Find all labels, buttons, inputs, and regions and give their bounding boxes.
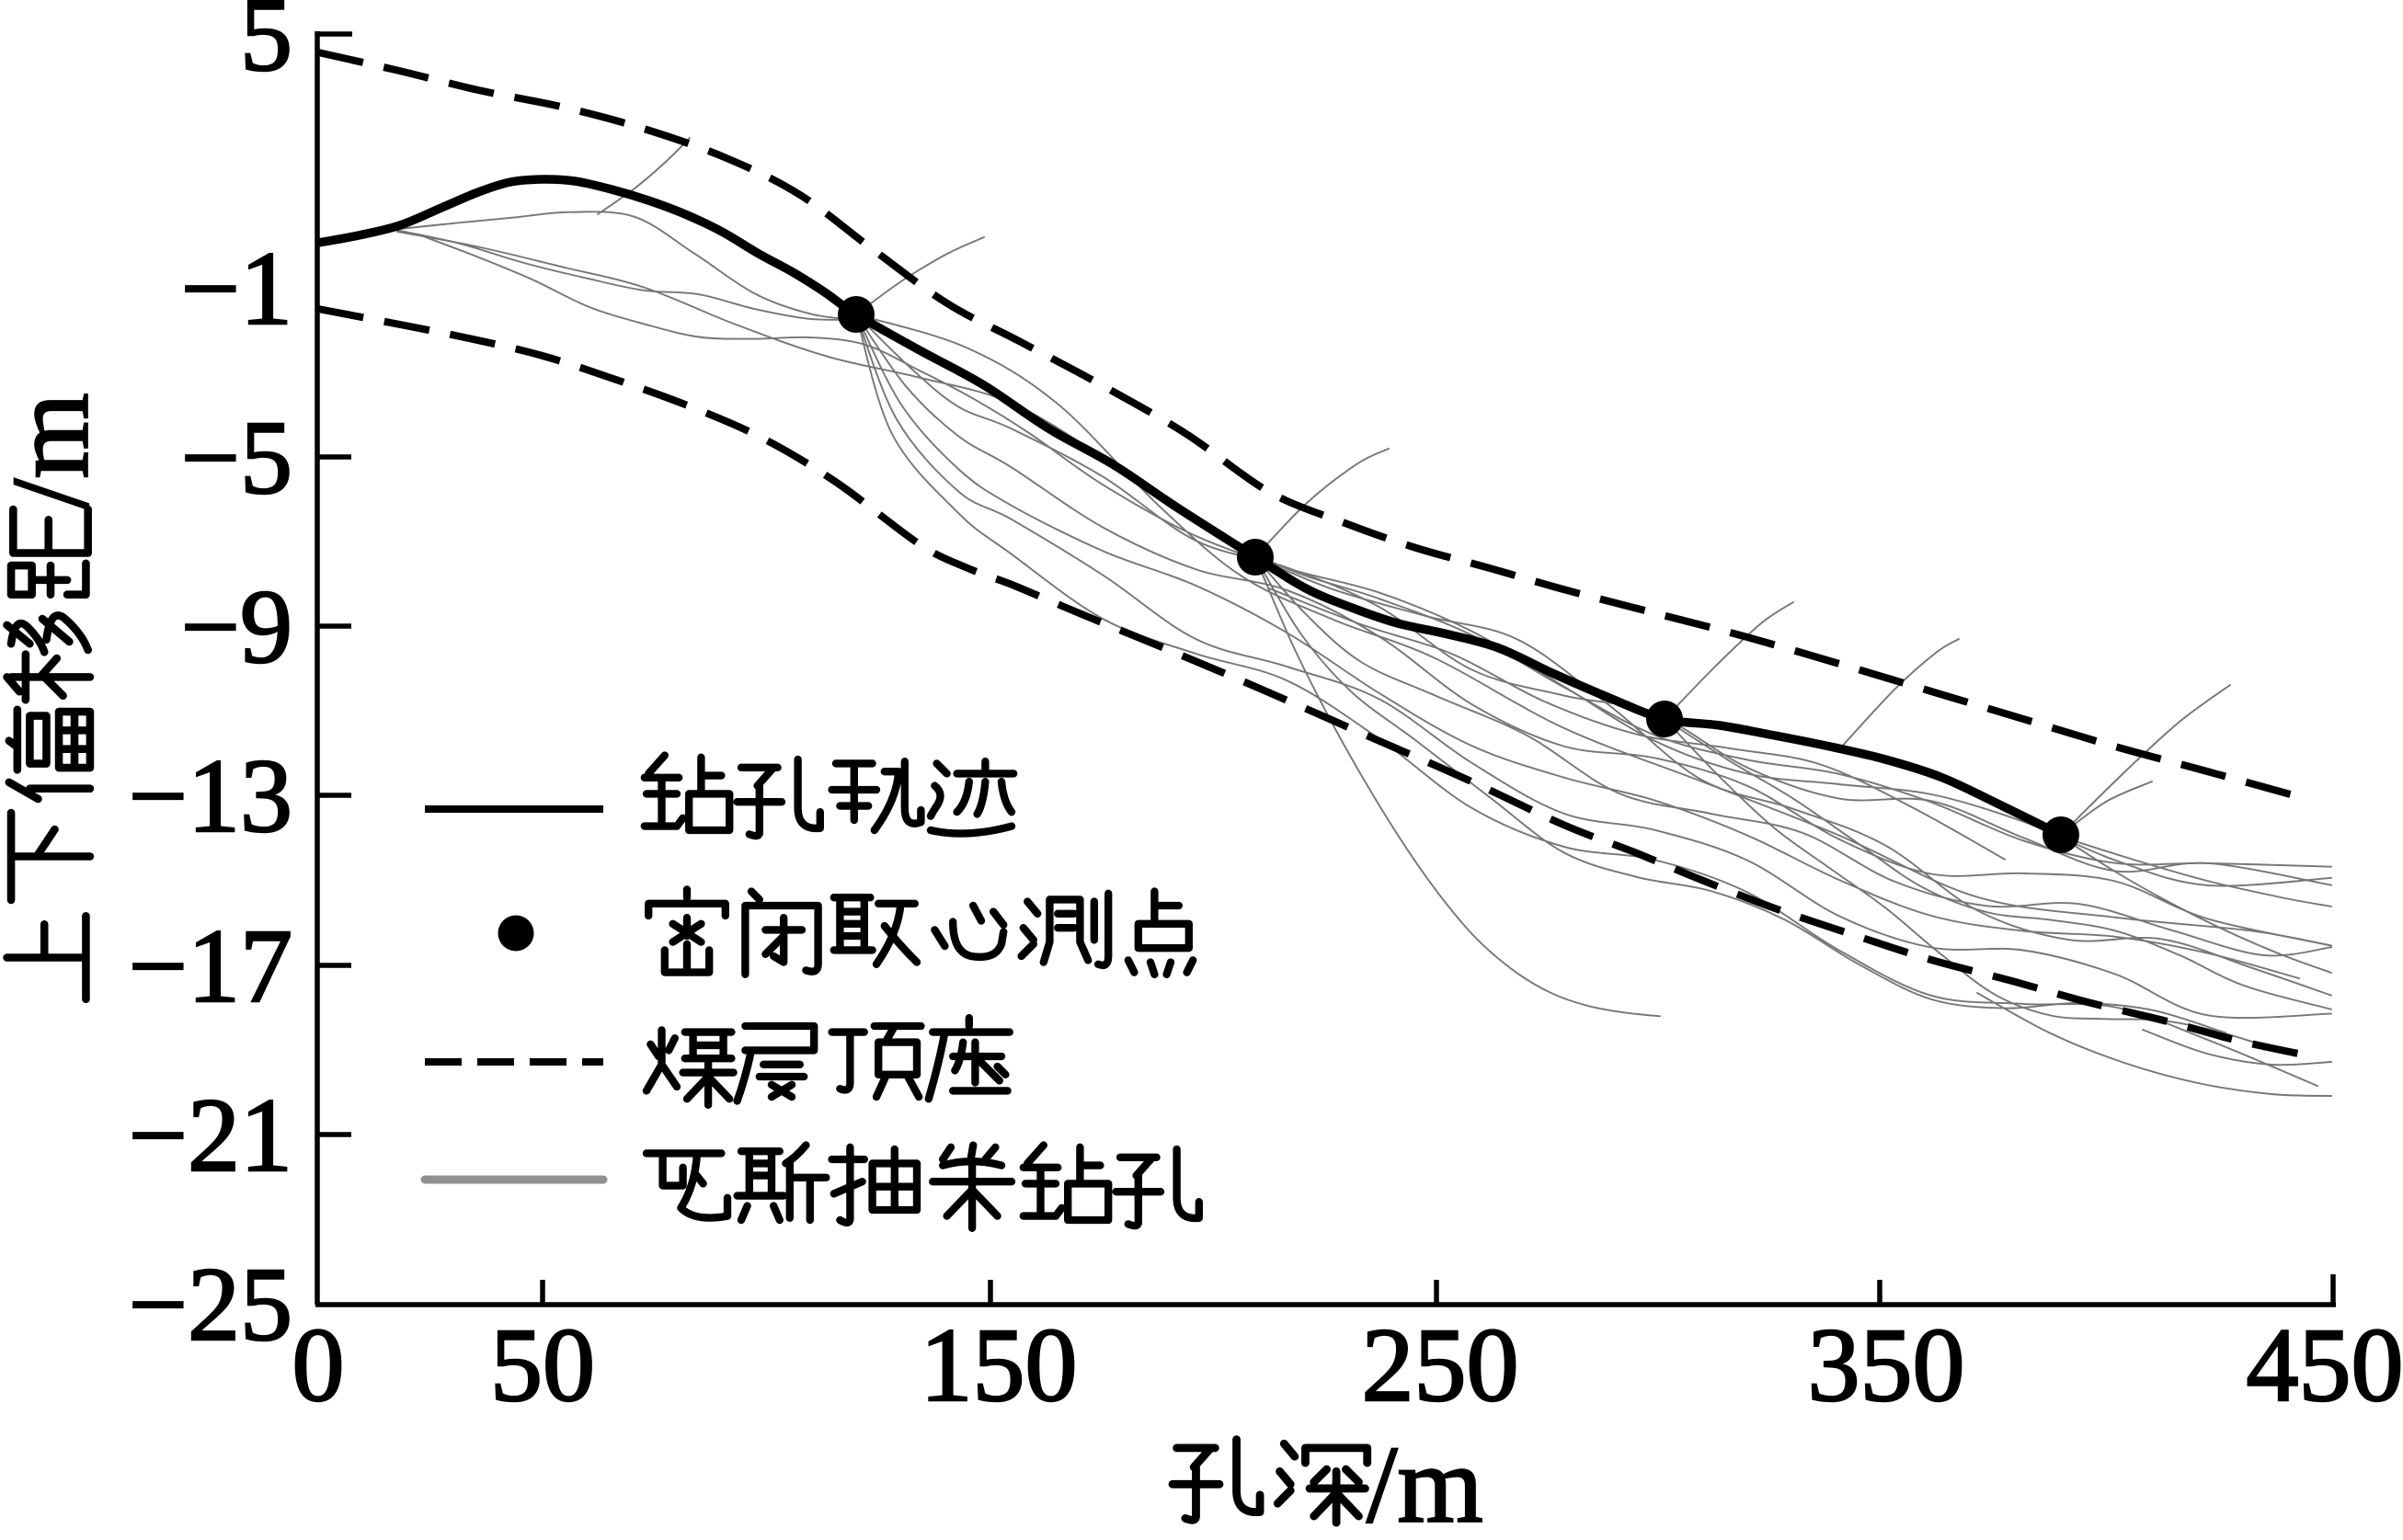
svg-text:250: 250 [1362, 1306, 1519, 1423]
svg-text:−1: −1 [181, 230, 292, 347]
svg-text:50: 50 [490, 1306, 595, 1423]
svg-text:5: 5 [240, 0, 292, 93]
svg-text:−13: −13 [129, 737, 292, 854]
svg-text:−9: −9 [181, 568, 292, 685]
svg-text:350: 350 [1808, 1306, 1965, 1423]
svg-text:0: 0 [292, 1306, 345, 1423]
svg-text:−5: −5 [181, 399, 292, 516]
svg-text:450: 450 [2247, 1306, 2403, 1423]
svg-text:−21: −21 [129, 1077, 292, 1193]
svg-text:/m: /m [0, 393, 111, 509]
svg-text:150: 150 [921, 1306, 1078, 1423]
svg-text:−17: −17 [129, 907, 292, 1024]
svg-text:−25: −25 [129, 1246, 292, 1363]
svg-text:/m: /m [1367, 1423, 1483, 1535]
